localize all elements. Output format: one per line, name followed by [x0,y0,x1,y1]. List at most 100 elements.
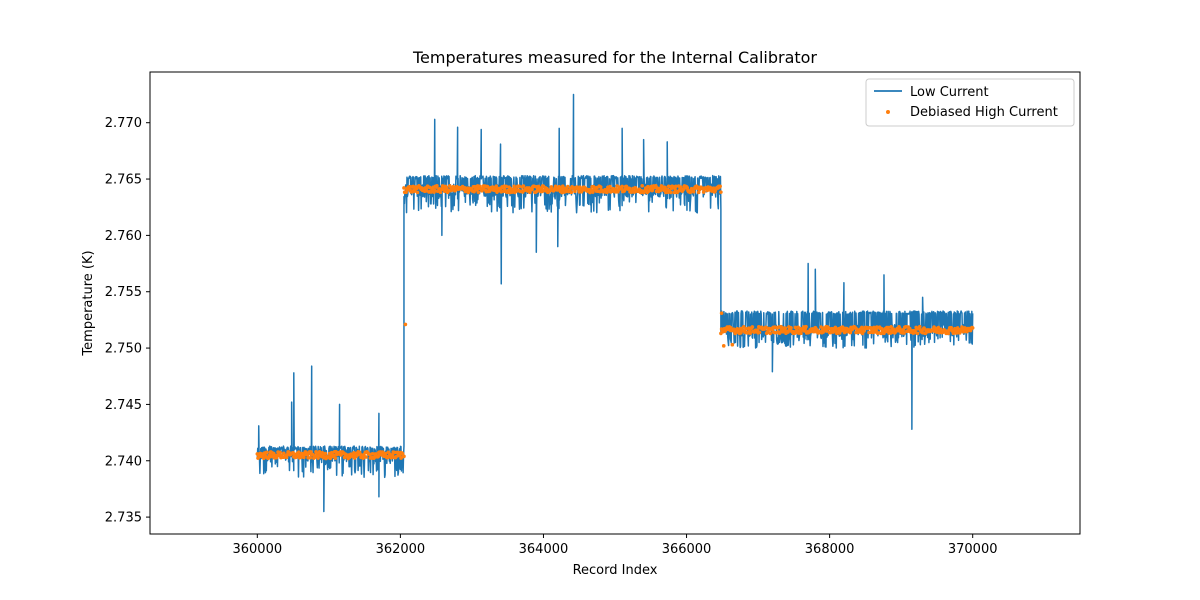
debiased-point [504,184,509,189]
legend: Low Current Debiased High Current [865,78,1075,127]
debiased-point [569,190,574,195]
debiased-point [494,184,499,188]
x-axis-label: Record Index [573,563,658,578]
debiased-point [364,455,368,459]
series-debiased-high-current [255,184,975,461]
debiased-point [819,325,823,329]
debiased-point [663,185,667,190]
debiased-point [915,331,920,336]
debiased-point [874,328,878,333]
x-tick-label: 368000 [805,542,855,557]
debiased-point [701,190,706,194]
debiased-point [367,452,372,457]
debiased-point [333,456,338,460]
legend-label-debiased-high-current: Debiased High Current [910,105,1058,120]
debiased-point [842,330,847,335]
series-low-current [256,93,974,513]
debiased-point [902,331,906,335]
debiased-point [539,186,544,191]
debiased-point [748,331,753,335]
debiased-point [685,186,690,190]
plot-frame [149,71,1081,535]
debiased-point [750,325,755,329]
x-tick-label: 366000 [662,542,712,557]
plot-area [255,93,975,513]
legend-box [865,78,1075,127]
x-tick-label: 370000 [948,542,998,557]
debiased-point [517,184,521,188]
debiased-point [834,326,838,331]
debiased-point [549,185,554,189]
debiased-point [432,188,437,193]
x-tick-label: 362000 [376,542,426,557]
debiased-point [783,326,788,330]
low-current-line [256,93,974,513]
debiased-point [573,189,577,194]
debiased-point [719,190,723,194]
debiased-point [281,451,286,456]
debiased-point [608,184,612,189]
debiased-point [793,325,798,330]
x-axis-ticks: 360000 362000 364000 366000 368000 370000 [232,534,998,557]
debiased-point [438,190,443,195]
debiased-point [824,329,829,333]
debiased-point [521,184,526,188]
debiased-point [317,449,322,454]
debiased-point [400,451,405,456]
legend-dot-swatch [886,110,890,114]
debiased-point [886,325,891,330]
debiased-point [862,329,866,333]
debiased-point [804,324,808,329]
debiased-point [512,184,516,189]
y-tick-label: 2.740 [105,454,142,469]
debiased-point [308,456,313,460]
y-tick-label: 2.765 [105,173,142,188]
debiased-point [316,456,320,460]
debiased-point [605,190,609,195]
debiased-point [411,184,416,189]
debiased-point [949,325,954,330]
y-tick-label: 2.745 [105,398,142,413]
y-tick-label: 2.735 [105,511,142,526]
debiased-point [403,322,408,327]
debiased-point [476,190,481,195]
debiased-point [674,184,678,189]
debiased-point [591,190,595,194]
x-tick-label: 364000 [519,542,569,557]
debiased-point [669,190,673,195]
debiased-point [719,311,724,315]
debiased-point [320,450,325,455]
debiased-point [598,185,603,189]
debiased-point [970,326,975,330]
debiased-point [757,330,762,335]
debiased-point [691,189,696,194]
debiased-point [402,454,406,459]
debiased-point [721,344,726,348]
debiased-point [620,184,624,189]
debiased-point [768,331,773,336]
debiased-point [565,184,570,189]
debiased-point [440,184,445,188]
debiased-point [799,331,803,336]
y-tick-label: 2.755 [105,285,142,300]
debiased-point [744,326,748,331]
debiased-point [789,325,793,330]
y-tick-label: 2.770 [105,116,142,131]
debiased-point [415,190,420,195]
debiased-point [442,189,447,194]
debiased-point [828,330,833,335]
debiased-point [730,342,735,347]
debiased-point [402,186,406,190]
chart-title: Temperatures measured for the Internal C… [412,48,817,67]
debiased-point [655,186,660,190]
debiased-point [718,184,722,189]
debiased-point [946,331,951,336]
y-tick-label: 2.760 [105,229,142,244]
debiased-point [778,330,783,335]
y-tick-label: 2.750 [105,342,142,357]
debiased-point [673,187,677,192]
debiased-point [764,325,768,330]
y-axis-label: Temperature (K) [81,250,96,356]
debiased-point [435,184,439,188]
